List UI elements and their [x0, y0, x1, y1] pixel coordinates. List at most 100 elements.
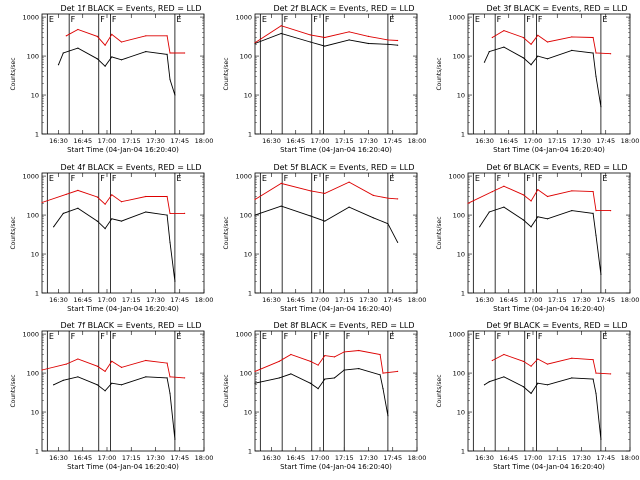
y-tick-label: 1000: [235, 14, 252, 22]
y-tick-label: 10: [244, 251, 252, 259]
x-tick-label: 18:00: [621, 296, 640, 304]
events-series-point: [522, 386, 524, 388]
lld-series-point: [379, 353, 381, 356]
lld-series-point: [166, 362, 168, 364]
events-series: [479, 206, 602, 275]
lld-series-point: [522, 194, 524, 196]
x-tick-label: 17:45: [170, 137, 189, 145]
marker-label: F: [325, 332, 330, 341]
events-series-point: [104, 228, 106, 230]
x-axis-label: Start Time (04-Jan-04 16:20:40): [67, 146, 179, 154]
lld-series-point: [169, 376, 171, 378]
x-tick-label: 16:45: [499, 137, 518, 145]
panel-9: Det 9f BLACK = Events, RED = LLD Counts/s…: [436, 321, 639, 471]
x-tick-label: 17:15: [335, 454, 354, 462]
lld-series: [492, 30, 611, 55]
events-series-point: [488, 211, 490, 213]
x-tick-label: 17:00: [311, 296, 330, 304]
marker-label: E: [49, 174, 54, 183]
events-series-point: [174, 280, 176, 282]
lld-series-point: [254, 370, 256, 372]
lld-series-point: [397, 198, 399, 200]
marker-label: E: [389, 332, 394, 341]
events-series-point: [595, 392, 597, 394]
lld-series-point: [522, 36, 524, 39]
events-series-point: [333, 377, 336, 379]
lld-series-point: [592, 191, 594, 193]
panel-1: Det 1f BLACK = Events, RED = LLD Counts/s…: [10, 4, 213, 154]
x-axis-label: Start Time (04-Jan-04 16:20:40): [280, 146, 392, 154]
lld-series: [492, 354, 611, 375]
marker-label: F: [526, 174, 531, 183]
events-series-point: [111, 56, 113, 58]
lld-series-point: [120, 41, 123, 43]
events-series-point: [278, 377, 280, 379]
x-tick-label: 17:45: [596, 454, 615, 462]
events-series-point: [379, 374, 381, 376]
lld-series-point: [503, 353, 505, 356]
lld-series-point: [184, 212, 186, 214]
marker-label: F: [100, 174, 105, 183]
lld-series-point: [530, 200, 532, 202]
events-series-point: [522, 219, 524, 221]
y-tick-label: 1000: [448, 14, 465, 22]
x-tick-label: 18:00: [195, 296, 214, 304]
y-tick-label: 10: [244, 409, 252, 417]
y-tick-label: 1: [35, 131, 39, 139]
x-tick-label: 17:15: [548, 454, 567, 462]
y-tick-label: 1000: [235, 173, 252, 181]
x-tick-label: 16:45: [286, 454, 305, 462]
y-tick-label: 1: [461, 290, 465, 298]
lld-series-point: [96, 35, 98, 38]
lld-series-point: [111, 33, 113, 36]
plot-frame: [254, 13, 418, 135]
events-series-point: [145, 211, 147, 213]
y-axis-label: Counts/sec: [223, 57, 230, 90]
events-series-point: [53, 226, 55, 228]
x-tick-label: 17:30: [146, 296, 165, 304]
events-series-point: [254, 214, 256, 216]
marker-label: F: [112, 15, 117, 24]
lld-series-point: [546, 41, 549, 43]
x-tick-label: 17:15: [335, 137, 354, 145]
x-tick-label: 16:30: [262, 137, 281, 145]
plot-frame: [41, 13, 205, 135]
x-tick-label: 17:45: [383, 454, 402, 462]
x-tick-label: 17:00: [524, 454, 543, 462]
x-tick-label: 17:15: [548, 137, 567, 145]
x-tick-label: 17:15: [122, 296, 141, 304]
lld-series-point: [343, 351, 345, 353]
events-series-point: [62, 52, 64, 54]
y-axis-label: Counts/sec: [436, 216, 443, 249]
events-series-point: [530, 392, 532, 394]
x-tick-label: 17:00: [311, 137, 330, 145]
x-tick-label: 18:00: [408, 454, 427, 462]
x-tick-label: 17:00: [98, 454, 117, 462]
y-axis-label: Counts/sec: [10, 57, 17, 90]
events-series: [484, 376, 602, 440]
events-series-point: [166, 377, 168, 379]
lld-series-point: [120, 366, 123, 368]
x-axis-label: Start Time (04-Jan-04 16:20:40): [493, 463, 605, 471]
y-tick-label: 1: [35, 290, 39, 298]
y-axis-label: Counts/sec: [223, 374, 230, 407]
panel-3: Det 3f BLACK = Events, RED = LLD Counts/s…: [436, 4, 639, 154]
lld-series-point: [467, 202, 469, 204]
marker-label: F: [497, 15, 502, 24]
events-series-point: [309, 215, 311, 217]
x-tick-label: 16:45: [499, 296, 518, 304]
events-series-point: [280, 32, 282, 35]
panel-2: Det 2f BLACK = Events, RED = LLD Counts/s…: [223, 4, 426, 154]
lld-series-point: [278, 360, 280, 362]
x-tick-label: 16:45: [73, 454, 92, 462]
x-tick-label: 16:30: [49, 137, 68, 145]
events-series: [53, 376, 176, 440]
marker-label: F: [112, 332, 117, 341]
events-series-point: [571, 210, 573, 212]
events-series-point: [571, 49, 573, 52]
events-series-point: [397, 241, 399, 243]
events-series-point: [343, 369, 345, 371]
y-tick-label: 10: [31, 92, 39, 100]
x-tick-label: 16:45: [499, 454, 518, 462]
lld-series-point: [104, 370, 106, 372]
